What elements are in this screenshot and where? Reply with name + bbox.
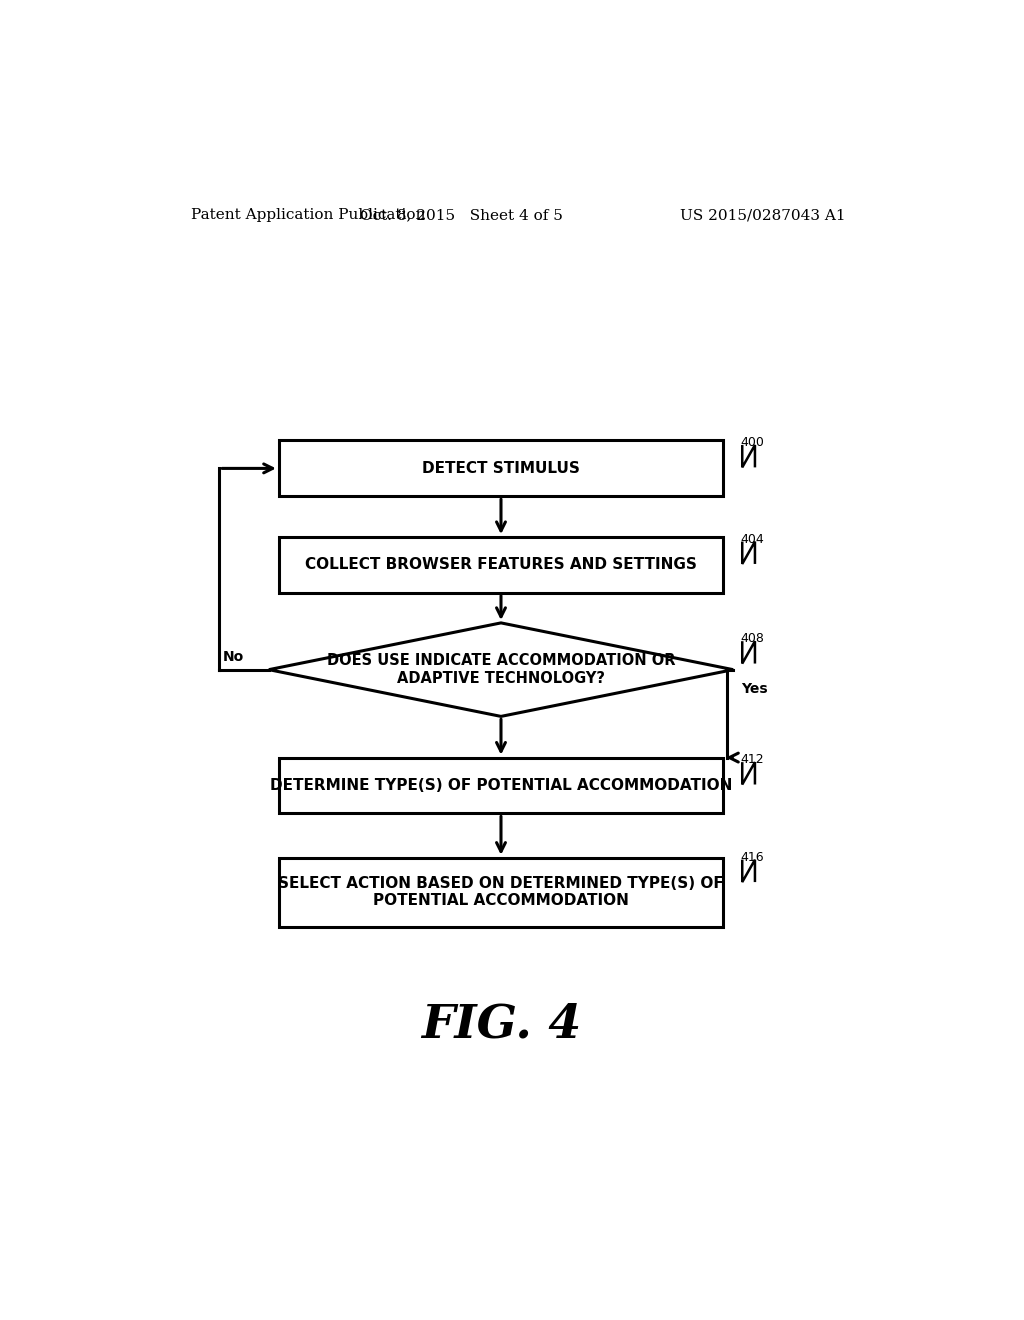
- Text: 412: 412: [740, 754, 764, 766]
- Text: US 2015/0287043 A1: US 2015/0287043 A1: [680, 209, 846, 222]
- Text: Yes: Yes: [741, 682, 768, 696]
- FancyBboxPatch shape: [279, 758, 723, 813]
- Text: Patent Application Publication: Patent Application Publication: [191, 209, 426, 222]
- Text: COLLECT BROWSER FEATURES AND SETTINGS: COLLECT BROWSER FEATURES AND SETTINGS: [305, 557, 697, 573]
- Text: 416: 416: [740, 851, 764, 863]
- FancyBboxPatch shape: [279, 537, 723, 593]
- Text: DOES USE INDICATE ACCOMMODATION OR
ADAPTIVE TECHNOLOGY?: DOES USE INDICATE ACCOMMODATION OR ADAPT…: [327, 653, 675, 686]
- Polygon shape: [269, 623, 733, 717]
- Text: 408: 408: [740, 632, 765, 645]
- Text: DETECT STIMULUS: DETECT STIMULUS: [422, 461, 580, 477]
- Text: SELECT ACTION BASED ON DETERMINED TYPE(S) OF
POTENTIAL ACCOMMODATION: SELECT ACTION BASED ON DETERMINED TYPE(S…: [279, 876, 724, 908]
- Text: 400: 400: [740, 436, 765, 449]
- FancyBboxPatch shape: [279, 858, 723, 927]
- Text: 404: 404: [740, 533, 764, 545]
- Text: Oct. 8, 2015   Sheet 4 of 5: Oct. 8, 2015 Sheet 4 of 5: [359, 209, 563, 222]
- Text: FIG. 4: FIG. 4: [421, 1002, 581, 1047]
- Text: No: No: [223, 649, 245, 664]
- Text: DETERMINE TYPE(S) OF POTENTIAL ACCOMMODATION: DETERMINE TYPE(S) OF POTENTIAL ACCOMMODA…: [269, 777, 732, 793]
- FancyBboxPatch shape: [279, 441, 723, 496]
